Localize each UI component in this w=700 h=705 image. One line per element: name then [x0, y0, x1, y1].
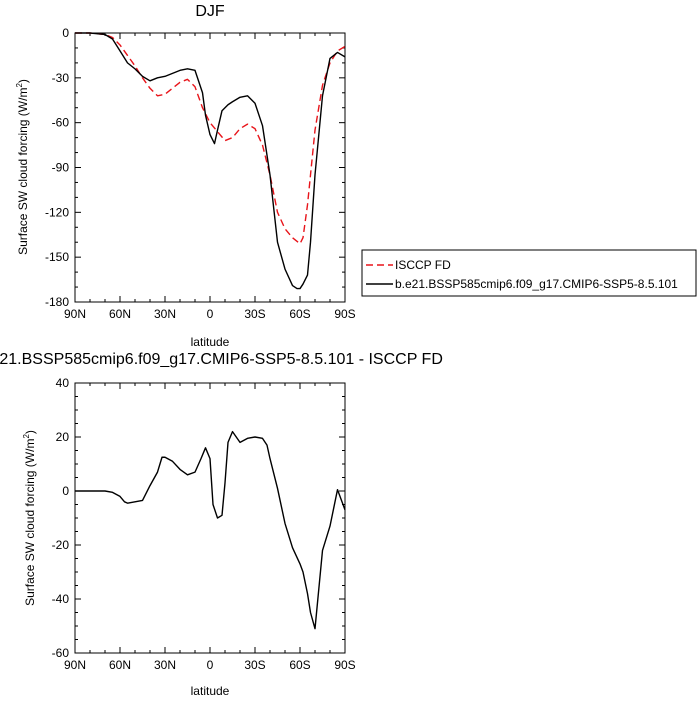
- bottom-y-tick-label: -60: [52, 646, 70, 660]
- top-x-tick-label: 60N: [109, 307, 131, 321]
- top-y-tick-label: -150: [45, 250, 69, 264]
- bottom-x-tick-label: 0: [207, 658, 214, 672]
- bottom-chart-title: b.e21.BSSP585cmip6.f09_g17.CMIP6-SSP5-8.…: [0, 351, 443, 368]
- bottom-x-axis-label: latitude: [191, 684, 230, 698]
- top-y-tick-label: -60: [52, 116, 70, 130]
- top-plot-frame: [74, 32, 346, 303]
- bottom-y-tick-label: -20: [52, 538, 70, 552]
- top-x-tick-label: 30S: [244, 307, 265, 321]
- bottom-plot-frame: [74, 382, 346, 654]
- bottom-y-tick-label: -40: [52, 592, 70, 606]
- bottom-y-tick-label: 0: [62, 484, 69, 498]
- top-y-tick-label: -120: [45, 205, 69, 219]
- top-x-axis-label: latitude: [191, 335, 230, 349]
- top-legend: ISCCP FD b.e21.BSSP585cmip6.f09_g17.CMIP…: [361, 249, 697, 297]
- bottom-plot-area: 90N 60N 30N 0 30S 60S 90S 40 20 0 -20 -40 -60: [52, 376, 356, 672]
- top-y-tick-label: -180: [45, 295, 69, 309]
- top-chart-title: DJF: [195, 3, 225, 20]
- bottom-x-tick-label: 60S: [289, 658, 310, 672]
- bottom-x-tick-label: 30N: [154, 658, 176, 672]
- top-y-tick-label: -90: [52, 161, 70, 175]
- legend-label-isccp: ISCCP FD: [395, 258, 451, 272]
- bottom-y-tick-label: 40: [56, 376, 70, 390]
- top-x-tick-label: 0: [207, 307, 214, 321]
- top-x-tick-label: 60S: [289, 307, 310, 321]
- top-y-axis-label: Surface SW cloud forcing (W/m2): [15, 79, 30, 255]
- bottom-x-tick-label: 90N: [64, 658, 86, 672]
- top-y-tick-label: -30: [52, 71, 70, 85]
- legend-box: [361, 249, 697, 297]
- top-series-line-0: [75, 32, 346, 245]
- top-plot-area: 90N 60N 30N 0 30S 60S 90S 0 -30 -60 -90 -120 -150 -18…: [45, 26, 356, 321]
- bottom-panel: b.e21.BSSP585cmip6.f09_g17.CMIP6-SSP5-8.…: [0, 351, 443, 698]
- top-x-tick-label: 90S: [334, 307, 355, 321]
- bottom-series-line-0: [75, 430, 346, 630]
- bottom-x-tick-label: 90S: [334, 658, 355, 672]
- top-x-tick-label: 30N: [154, 307, 176, 321]
- bottom-x-tick-label: 60N: [109, 658, 131, 672]
- top-x-tick-label: 90N: [64, 307, 86, 321]
- bottom-x-tick-label: 30S: [244, 658, 265, 672]
- legend-label-model: b.e21.BSSP585cmip6.f09_g17.CMIP6-SSP5-8.…: [395, 277, 678, 291]
- bottom-y-tick-label: 20: [56, 430, 70, 444]
- top-panel: DJF 90N 60N 30N 0 30S 60S 90S 0 -30 -60 -90 -120 -15…: [15, 3, 697, 349]
- bottom-y-axis-label: Surface SW cloud forcing (W/m2): [22, 430, 37, 606]
- top-series-line-1: [75, 32, 346, 290]
- top-y-tick-label: 0: [62, 26, 69, 40]
